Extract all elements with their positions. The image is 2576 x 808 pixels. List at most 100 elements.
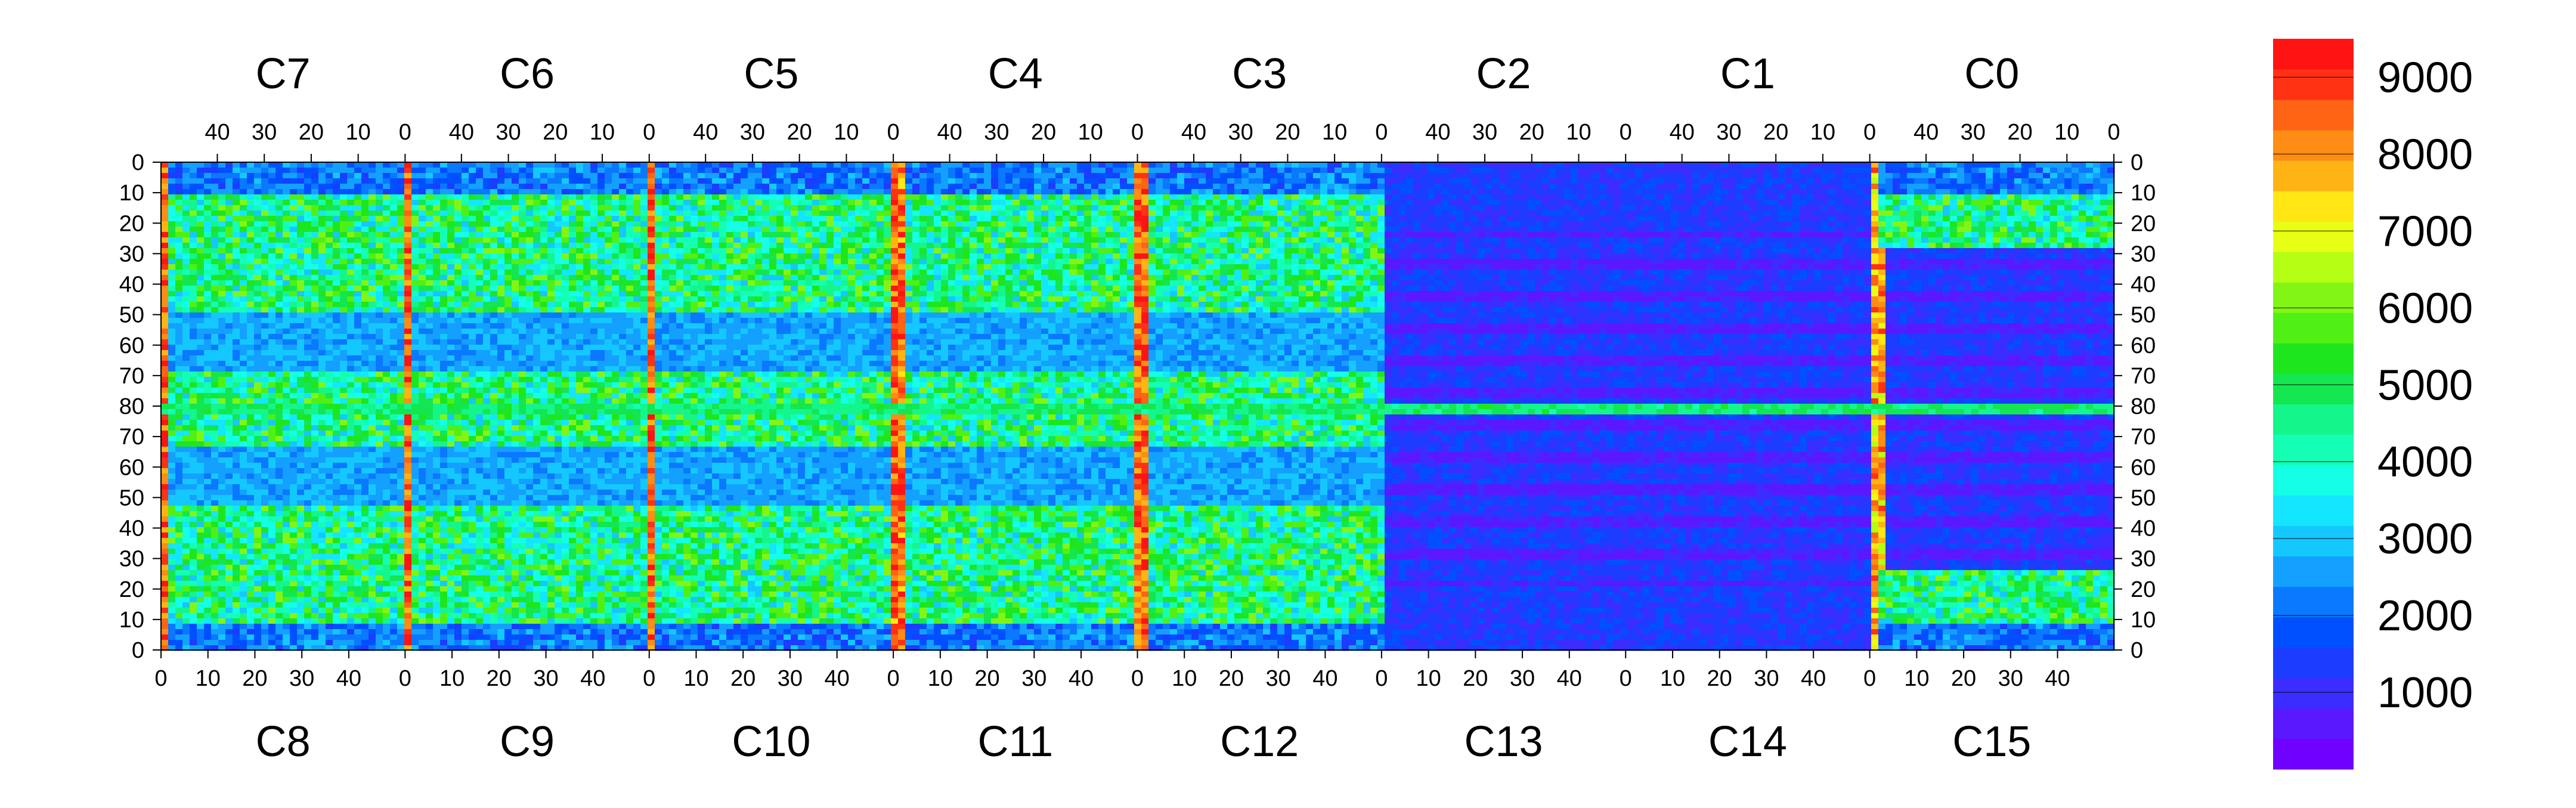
- heatmap-cell: [1048, 194, 1056, 200]
- heatmap-cell: [197, 259, 205, 265]
- heatmap-cell: [1542, 168, 1550, 174]
- heatmap-cell: [504, 184, 512, 190]
- heatmap-cell: [326, 178, 333, 184]
- heatmap-cell: [583, 221, 591, 227]
- heatmap-cell: [934, 178, 942, 184]
- heatmap-cell: [1349, 184, 1357, 190]
- heatmap-cell: [898, 184, 906, 190]
- heatmap-cell: [197, 243, 205, 249]
- heatmap-cell: [1356, 232, 1364, 238]
- heatmap-cell: [1785, 178, 1793, 184]
- heatmap-cell: [1270, 168, 1278, 174]
- heatmap-cell: [1792, 178, 1800, 184]
- heatmap-cell: [698, 259, 705, 265]
- heatmap-cell: [547, 189, 555, 195]
- heatmap-cell: [268, 173, 276, 179]
- heatmap-cell: [1800, 173, 1807, 179]
- heatmap-cell: [1571, 248, 1578, 254]
- heatmap-cell: [719, 237, 727, 243]
- heatmap-cell: [1964, 168, 1972, 174]
- heatmap-cell: [1041, 210, 1049, 216]
- heatmap-cell: [1971, 194, 1979, 200]
- heatmap-cell: [919, 227, 927, 233]
- heatmap-cell: [1177, 248, 1185, 254]
- heatmap-cell: [655, 178, 662, 184]
- heatmap-cell: [547, 243, 555, 249]
- heatmap-cell: [626, 168, 634, 174]
- heatmap-cell: [1728, 184, 1736, 190]
- heatmap-cell: [1721, 243, 1729, 249]
- heatmap-cell: [698, 232, 705, 238]
- heatmap-cell: [218, 210, 226, 216]
- heatmap-cell: [1542, 194, 1550, 200]
- heatmap-cell: [962, 162, 970, 168]
- heatmap-cell: [290, 210, 298, 216]
- heatmap-cell: [1649, 227, 1657, 233]
- heatmap-cell: [1800, 232, 1807, 238]
- heatmap-cell: [1227, 194, 1235, 200]
- heatmap-cell: [748, 259, 756, 265]
- heatmap-cell: [290, 232, 298, 238]
- heatmap-cell: [1091, 205, 1099, 211]
- heatmap-cell: [290, 243, 298, 249]
- heatmap-cell: [841, 168, 849, 174]
- heatmap-cell: [1936, 221, 1943, 227]
- heatmap-cell: [1642, 162, 1650, 168]
- heatmap-cell: [605, 221, 612, 227]
- heatmap-cell: [1256, 221, 1264, 227]
- heatmap-cell: [805, 205, 813, 211]
- heatmap-cell: [1785, 210, 1793, 216]
- heatmap-cell: [168, 221, 176, 227]
- heatmap-cell: [2057, 243, 2065, 249]
- heatmap-cell: [683, 243, 691, 249]
- heatmap-cell: [1098, 221, 1106, 227]
- heatmap-cell: [1814, 184, 1822, 190]
- heatmap-cell: [1878, 237, 1886, 243]
- heatmap-cell: [1005, 205, 1013, 211]
- heatmap-cell: [1692, 221, 1700, 227]
- heatmap-cell: [1213, 248, 1221, 254]
- heatmap-cell: [1020, 200, 1027, 206]
- heatmap-cell: [526, 194, 534, 200]
- heatmap-cell: [1893, 221, 1900, 227]
- heatmap-cell: [1034, 216, 1042, 222]
- heatmap-cell: [340, 221, 348, 227]
- heatmap-cell: [748, 162, 756, 168]
- heatmap-cell: [404, 205, 412, 211]
- heatmap-cell: [240, 194, 247, 200]
- heatmap-cell: [1177, 205, 1185, 211]
- heatmap-cell: [1213, 178, 1221, 184]
- heatmap-cell: [1342, 162, 1349, 168]
- heatmap-cell: [834, 200, 841, 206]
- heatmap-cell: [1692, 200, 1700, 206]
- heatmap-cell: [1742, 168, 1750, 174]
- heatmap-cell: [426, 237, 434, 243]
- heatmap-cell: [1299, 232, 1306, 238]
- heatmap-cell: [855, 200, 863, 206]
- heatmap-cell: [970, 253, 977, 259]
- heatmap-cell: [1106, 168, 1113, 174]
- heatmap-cell: [426, 210, 434, 216]
- heatmap-cell: [247, 237, 255, 243]
- heatmap-cell: [1470, 200, 1478, 206]
- heatmap-cell: [848, 162, 856, 168]
- heatmap-cell: [1814, 253, 1822, 259]
- heatmap-cell: [2079, 178, 2086, 184]
- heatmap-cell: [2093, 178, 2101, 184]
- heatmap-cell: [204, 232, 212, 238]
- heatmap-cell: [1256, 168, 1264, 174]
- heatmap-cell: [676, 259, 684, 265]
- heatmap-cell: [1778, 248, 1786, 254]
- heatmap-cell: [934, 253, 942, 259]
- heatmap-cell: [970, 178, 977, 184]
- heatmap-cell: [1263, 178, 1271, 184]
- heatmap-cell: [640, 194, 648, 200]
- heatmap-cell: [848, 205, 856, 211]
- heatmap-cell: [712, 227, 720, 233]
- heatmap-cell: [1657, 162, 1664, 168]
- heatmap-cell: [1664, 189, 1671, 195]
- heatmap-cell: [1628, 227, 1636, 233]
- heatmap-cell: [1657, 173, 1664, 179]
- heatmap-cell: [2007, 178, 2015, 184]
- heatmap-cell: [1936, 227, 1943, 233]
